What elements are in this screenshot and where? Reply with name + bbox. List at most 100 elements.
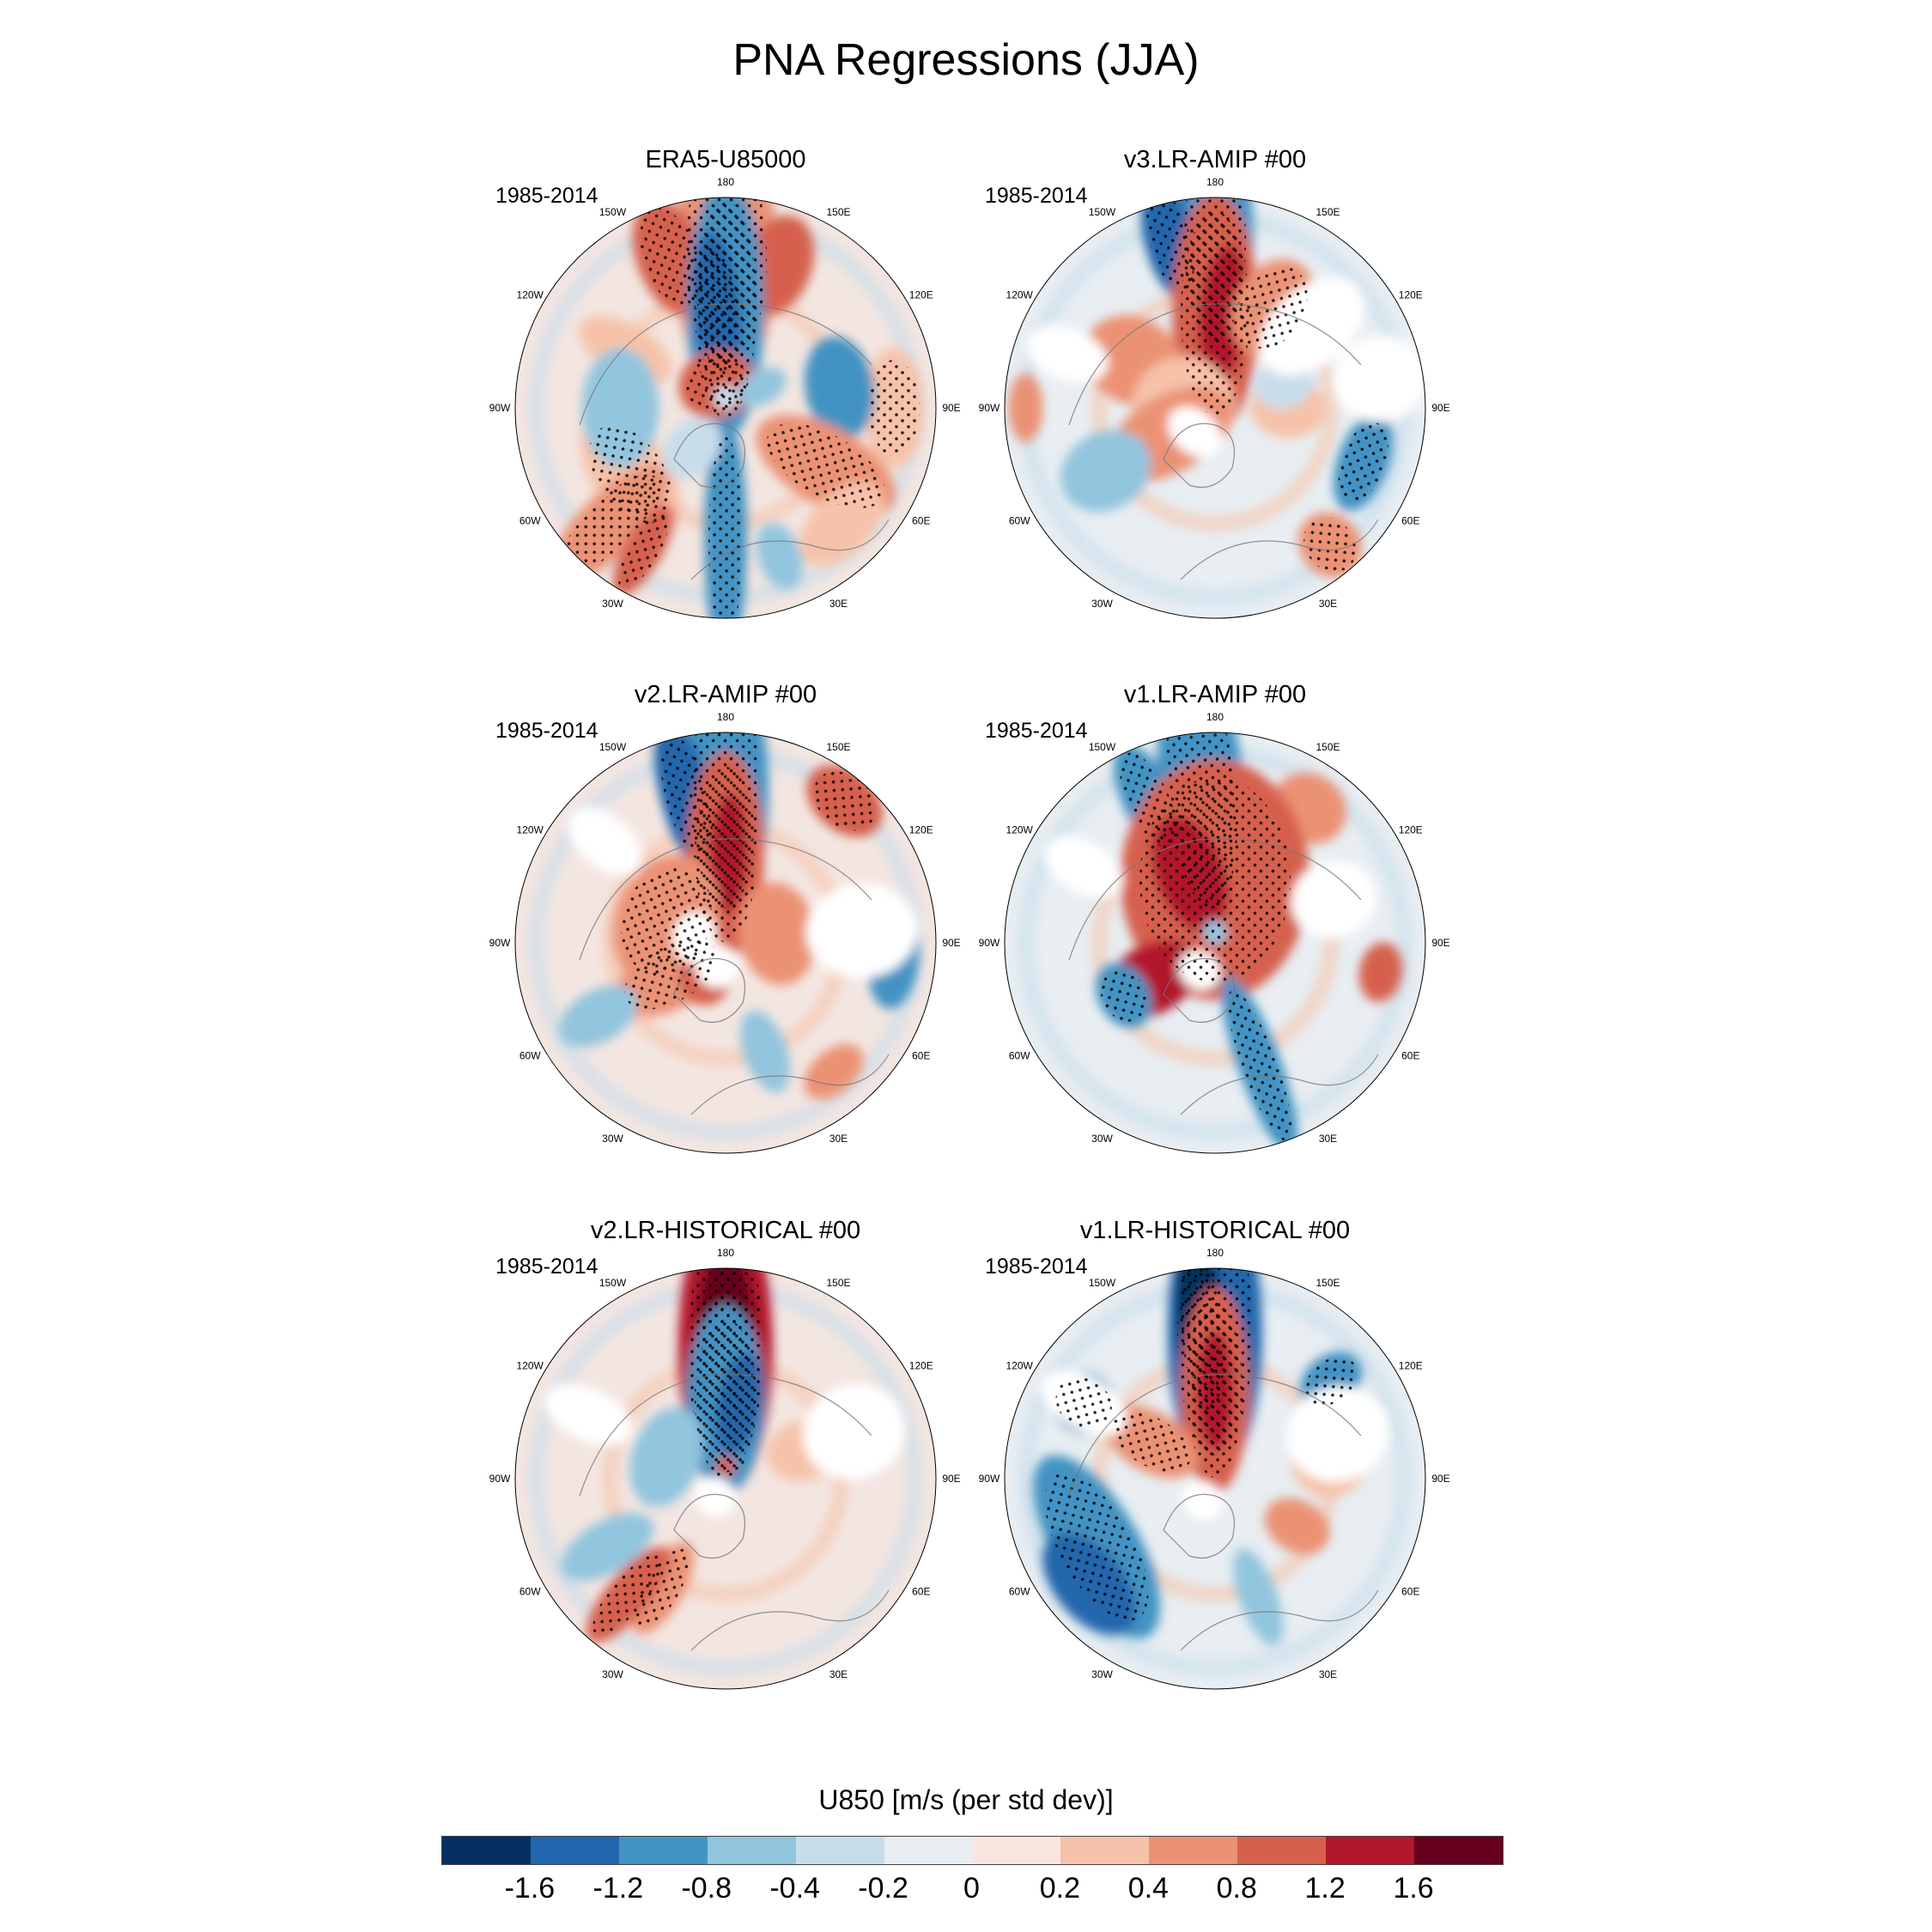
longitude-label-90e: 90E: [1431, 937, 1449, 949]
missing-data-region: [805, 884, 918, 979]
longitude-label-90e: 90E: [1431, 1473, 1449, 1485]
missing-data-region: [1182, 1480, 1224, 1521]
coastlines: [1068, 838, 1379, 1115]
longitude-label-30e: 30E: [1319, 1133, 1337, 1145]
longitude-label-150e: 150E: [1315, 741, 1340, 753]
longitude-label-120e: 120E: [1399, 1360, 1423, 1372]
longitude-label-30e: 30E: [1319, 598, 1337, 610]
map-field: [1005, 197, 1425, 618]
panel-title: v1.LR-AMIP #00: [1123, 681, 1307, 708]
longitude-label-30w: 30W: [602, 1668, 623, 1680]
significance-stippling: [1111, 1411, 1192, 1473]
colorbar-tick-label: -1.6: [504, 1872, 556, 1905]
significance-stippling: [635, 1549, 690, 1627]
colorbar-segment: [1149, 1837, 1238, 1864]
longitude-label-60e: 60E: [912, 1050, 930, 1062]
longitude-label-60e: 60E: [1401, 515, 1419, 527]
longitude-label-120w: 120W: [1006, 824, 1034, 836]
anomaly-region: [629, 1406, 703, 1507]
polar-map: 180150E120E90E60E30E030W60W90W120W150W: [979, 711, 1450, 1154]
longitude-label-120w: 120W: [517, 289, 544, 301]
significance-stippling: [1146, 197, 1194, 291]
map-field: [1005, 1268, 1425, 1689]
significance-stippling: [1055, 1377, 1112, 1429]
significance-stippling: [624, 939, 718, 1010]
longitude-label-90e: 90E: [942, 402, 960, 414]
colorbar-segment: [972, 1837, 1061, 1864]
missing-data-region: [568, 807, 642, 876]
map-boundary: [514, 1267, 937, 1690]
colorbar-segment: [1414, 1837, 1504, 1864]
longitude-label-120e: 120E: [909, 824, 933, 836]
longitude-label-150w: 150W: [1089, 741, 1116, 753]
missing-data-region: [803, 1383, 906, 1480]
missing-data-region: [1286, 1386, 1389, 1482]
map-field: [515, 1268, 936, 1689]
map-panel-v2-amip: v2.LR-AMIP #00 1985-2014 180 150E 120E 90E 6…: [468, 681, 983, 1162]
longitude-label-90e: 90E: [942, 1473, 960, 1485]
map-field: [515, 732, 936, 1153]
colorbar-tick-label: 0.2: [1039, 1872, 1081, 1905]
longitude-label-120w: 120W: [1006, 289, 1034, 301]
map-field: [515, 197, 936, 618]
longitude-label-150e: 150E: [826, 1277, 850, 1289]
longitude-label-30e: 30E: [1319, 1668, 1337, 1680]
map-panel-v2-historical: v2.LR-HISTORICAL #00 1985-2014 180 150E 12…: [468, 1217, 983, 1698]
colorbar-segment: [1326, 1837, 1415, 1864]
longitude-label-180: 180: [717, 176, 734, 188]
map-boundary: [1004, 1267, 1426, 1690]
longitude-label-30w: 30W: [1091, 1668, 1113, 1680]
colorbar-tick-label: -0.2: [858, 1872, 908, 1905]
colorbar-title: U850 [m/s (per std dev)]: [818, 1784, 1114, 1815]
longitude-label-120w: 120W: [517, 1360, 544, 1372]
panel-title: v2.LR-HISTORICAL #00: [590, 1217, 861, 1244]
longitude-label-60w: 60W: [519, 515, 541, 527]
map-panel-v1-historical: v1.LR-HISTORICAL #00 1985-2014 180 150E 12…: [957, 1217, 1473, 1698]
panel-title: v1.LR-HISTORICAL #00: [1079, 1217, 1351, 1244]
longitude-label-60w: 60W: [519, 1050, 541, 1062]
longitude-label-90e: 90E: [1431, 402, 1449, 414]
map-field: [1005, 732, 1425, 1153]
anomaly-region: [804, 337, 875, 440]
missing-data-region: [1044, 835, 1124, 898]
anomaly-region: [738, 367, 787, 407]
significance-stippling: [695, 1318, 756, 1479]
longitude-label-90w: 90W: [489, 1473, 511, 1485]
longitude-label-60w: 60W: [519, 1586, 541, 1598]
colorbar-tick-label: 0.8: [1216, 1872, 1257, 1905]
longitude-label-90w: 90W: [489, 402, 511, 414]
longitude-label-90w: 90W: [979, 1473, 1000, 1485]
significance-stippling: [592, 1553, 664, 1636]
colorbar-tick-label: 0: [963, 1872, 980, 1905]
anomaly-region: [662, 416, 722, 480]
missing-data-region: [1025, 325, 1109, 383]
longitude-label-30w: 30W: [1091, 1133, 1113, 1145]
longitude-label-30w: 30W: [602, 598, 623, 610]
significance-stippling: [617, 511, 670, 589]
anomaly-region: [561, 1512, 654, 1582]
coastlines: [1068, 303, 1379, 580]
colorbar-tick-label: 0.4: [1127, 1872, 1169, 1905]
polar-map: 180150E120E90E60E30E030W60W90W120W150W: [979, 1247, 1450, 1690]
longitude-label-60e: 60E: [912, 1586, 930, 1598]
anomaly-region: [1008, 374, 1043, 442]
significance-stippling: [1181, 210, 1249, 416]
panel-period: 1985-2014: [985, 719, 1088, 743]
colorbar-segment: [707, 1837, 796, 1864]
map-boundary: [514, 197, 937, 619]
polar-map: 180150E120E90E60E30E030W60W90W120W150W: [979, 176, 1450, 619]
panel-title: v3.LR-AMIP #00: [1123, 146, 1307, 173]
colorbar-tick-label: 1.6: [1393, 1872, 1434, 1905]
longitude-label-120e: 120E: [909, 289, 933, 301]
longitude-label-120e: 120E: [1399, 824, 1423, 836]
colorbar-segment: [884, 1837, 973, 1864]
polar-map: 180150E120E90E60E30E030W60W90W120W150W: [489, 1247, 961, 1690]
anomaly-region: [740, 1010, 791, 1093]
colorbar: [441, 1836, 1504, 1865]
colorbar-segment: [1237, 1837, 1327, 1864]
anomaly-region: [756, 523, 803, 590]
longitude-label-150w: 150W: [1089, 1277, 1116, 1289]
longitude-label-180: 180: [1206, 1247, 1224, 1259]
longitude-label-30e: 30E: [829, 598, 848, 610]
map-panel-v1-amip: v1.LR-AMIP #00 1985-2014 180 150E 120E 90E 6…: [957, 681, 1473, 1162]
